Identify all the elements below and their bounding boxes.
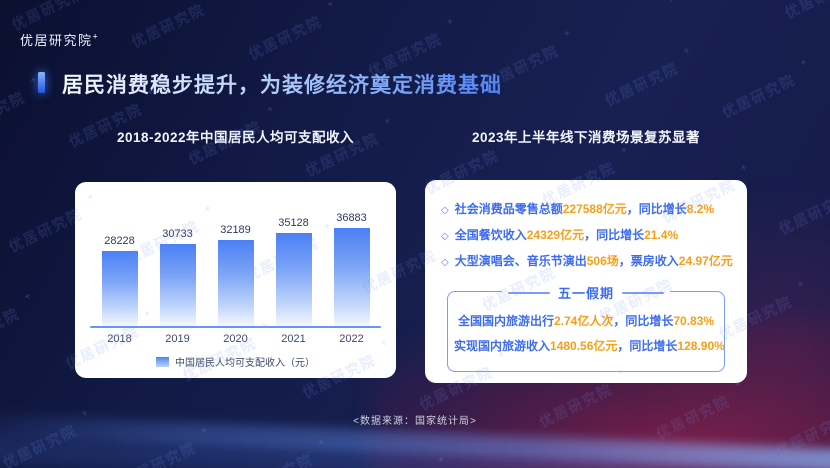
x-tick-label: 2020 [223, 333, 248, 345]
legend-swatch [156, 356, 169, 367]
holiday-stats-box: 五一假期 全国国内旅游出行2.74亿人次，同比增长70.83% 实现国内旅游收入… [447, 283, 725, 372]
stat-bullet-catering: ◇ 全国餐饮收入24329亿元，同比增长21.4% [441, 227, 731, 245]
bar-column: 35128 [275, 217, 312, 326]
bar [333, 228, 370, 326]
bar [275, 233, 312, 326]
x-tick-label: 2022 [339, 333, 364, 345]
bar-value-label: 32189 [220, 224, 251, 236]
text-segment: 全国餐饮收入 [454, 228, 527, 242]
chart-plot: 28228 30733 32189 35128 36883 [90, 182, 381, 326]
text-segment: ，票房收入 [618, 254, 679, 268]
text-segment: 全国国内旅游出行 [457, 314, 554, 328]
title-accent-bar [38, 72, 45, 93]
text-segment: 实现国内旅游收入 [454, 339, 551, 353]
x-tick-label: 2021 [281, 333, 306, 345]
holiday-stat-revenue: 实现国内旅游收入1480.56亿元，同比增长128.90% [454, 334, 725, 359]
data-source-note: <数据来源：国家统计局> [353, 416, 477, 427]
legend-label: 中国居民人均可支配收入（元） [175, 358, 315, 369]
bar [159, 244, 196, 326]
chart-categories: 2018 2019 2020 2021 2022 [90, 333, 381, 345]
page-title: 居民消费稳步提升，为装修经济奠定消费基础 [62, 69, 502, 99]
text-segment: 社会消费品零售总额 [454, 202, 563, 216]
bar-value-label: 30733 [162, 228, 193, 240]
text-segment: 2.74亿人次 [553, 314, 614, 328]
brand-logo: 优居研究院+ [20, 30, 99, 49]
stat-bullet-retail: ◇ 社会消费品零售总额227588亿元，同比增长8.2% [441, 201, 731, 219]
holiday-box-title: 五一假期 [501, 283, 671, 302]
holiday-box-title-text: 五一假期 [557, 286, 615, 301]
bar-value-label: 35128 [278, 217, 309, 229]
text-segment: 70.83% [673, 314, 715, 328]
text-segment: 24329亿元 [526, 228, 585, 242]
bar-value-label: 36883 [336, 212, 367, 224]
diamond-bullet-icon: ◇ [441, 257, 449, 268]
text-segment: ，同比增长 [617, 339, 678, 353]
text-segment: 24.97亿元 [678, 254, 733, 268]
stat-bullet-concerts: ◇ 大型演唱会、音乐节演出506场，票房收入24.97亿元 [441, 253, 733, 271]
stat-text: 全国餐饮收入24329亿元，同比增长21.4% [455, 227, 678, 243]
bar-column: 28228 [101, 235, 138, 326]
text-segment: ，同比增长 [613, 314, 674, 328]
x-tick-label: 2018 [107, 333, 132, 345]
bar-column: 30733 [159, 228, 196, 326]
text-segment: 1480.56亿元 [550, 339, 618, 353]
text-segment: ，同比增长 [626, 202, 687, 216]
holiday-stat-trips: 全国国内旅游出行2.74亿人次，同比增长70.83% [454, 309, 718, 334]
text-segment: 227588亿元 [562, 202, 627, 216]
bar [101, 251, 138, 326]
income-chart-panel: 28228 30733 32189 35128 36883 2018 2019 2020 20… [75, 182, 396, 378]
chart-section-title: 2018-2022年中国居民人均可支配收入 [116, 130, 355, 145]
chart-x-axis [90, 326, 381, 328]
consumption-stats-panel: ◇ 社会消费品零售总额227588亿元，同比增长8.2% ◇ 全国餐饮收入243… [425, 180, 747, 383]
diamond-bullet-icon: ◇ [441, 205, 449, 216]
text-segment: 128.90% [677, 339, 725, 353]
stat-text: 大型演唱会、音乐节演出506场，票房收入24.97亿元 [455, 253, 733, 269]
brand-logo-plus-icon: + [92, 31, 100, 42]
bar [217, 240, 254, 326]
text-segment: 506场 [586, 254, 619, 268]
x-tick-label: 2019 [165, 333, 190, 345]
title-line-right [622, 291, 665, 294]
bar-column: 36883 [333, 212, 370, 326]
stat-text: 社会消费品零售总额227588亿元，同比增长8.2% [455, 201, 714, 217]
stats-section-title: 2023年上半年线下消费场景复苏显著 [471, 130, 701, 145]
brand-logo-text: 优居研究院 [20, 33, 93, 48]
text-segment: 大型演唱会、音乐节演出 [454, 254, 587, 268]
text-segment: ，同比增长 [584, 228, 645, 242]
bar-column: 32189 [217, 224, 254, 326]
chart-legend: 中国居民人均可支配收入（元） [75, 354, 396, 369]
title-line-left [507, 291, 550, 294]
text-segment: 8.2% [686, 202, 715, 216]
text-segment: 21.4% [644, 228, 679, 242]
bar-value-label: 28228 [104, 235, 135, 247]
diamond-bullet-icon: ◇ [441, 231, 449, 242]
